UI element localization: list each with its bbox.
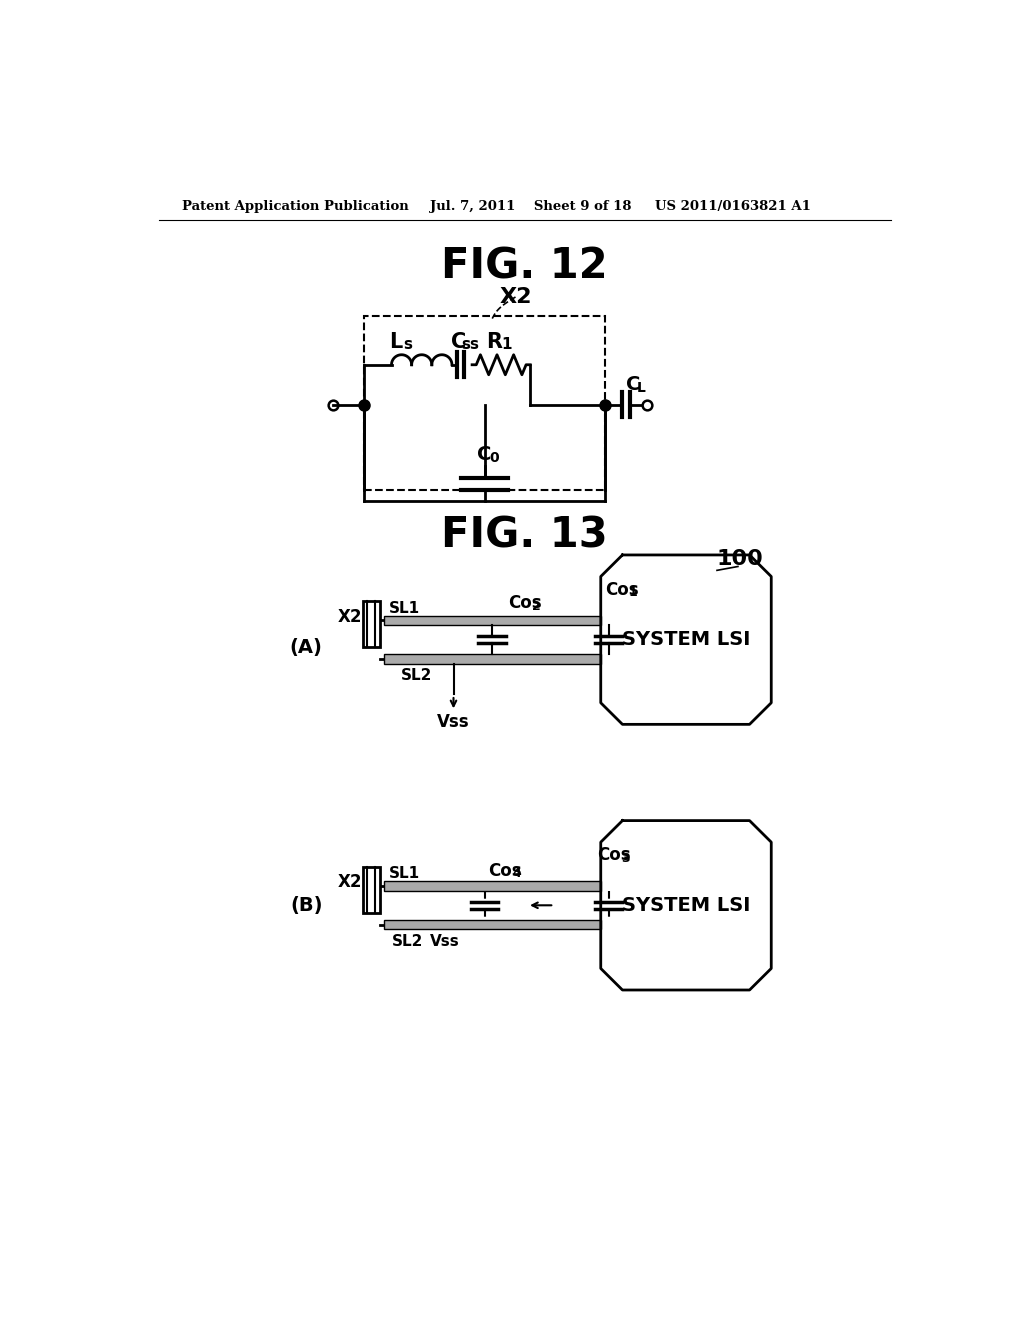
Text: Cos: Cos xyxy=(488,862,522,879)
Text: X2: X2 xyxy=(338,607,362,626)
Text: (A): (A) xyxy=(290,638,323,657)
Text: 1: 1 xyxy=(629,586,637,599)
Text: (B): (B) xyxy=(290,896,323,915)
Text: SL2: SL2 xyxy=(391,935,423,949)
Text: C: C xyxy=(626,375,640,395)
Text: SYSTEM LSI: SYSTEM LSI xyxy=(622,630,751,649)
Text: L: L xyxy=(389,331,402,351)
Text: s: s xyxy=(403,337,413,352)
Bar xyxy=(384,655,601,664)
Text: X2: X2 xyxy=(500,286,531,308)
Text: FIG. 13: FIG. 13 xyxy=(441,515,608,557)
Text: C: C xyxy=(451,331,466,351)
Text: X2: X2 xyxy=(338,874,362,891)
Text: SYSTEM LSI: SYSTEM LSI xyxy=(622,896,751,915)
Polygon shape xyxy=(601,821,771,990)
Text: SL1: SL1 xyxy=(389,601,420,615)
Bar xyxy=(384,615,601,626)
Text: 100: 100 xyxy=(717,549,764,569)
Text: 3: 3 xyxy=(621,851,630,865)
Bar xyxy=(384,882,601,891)
Text: R: R xyxy=(485,331,502,351)
Text: ss: ss xyxy=(462,337,479,352)
Text: Jul. 7, 2011    Sheet 9 of 18: Jul. 7, 2011 Sheet 9 of 18 xyxy=(430,199,632,213)
Text: SL1: SL1 xyxy=(389,866,420,882)
Text: Cos: Cos xyxy=(508,594,542,612)
Text: US 2011/0163821 A1: US 2011/0163821 A1 xyxy=(655,199,811,213)
Text: C: C xyxy=(477,445,492,465)
Text: Cos: Cos xyxy=(597,846,631,865)
Bar xyxy=(384,920,601,929)
Text: Vss: Vss xyxy=(430,935,460,949)
Text: 1: 1 xyxy=(501,337,511,352)
Polygon shape xyxy=(601,554,771,725)
Text: 0: 0 xyxy=(489,451,500,465)
Text: Patent Application Publication: Patent Application Publication xyxy=(182,199,409,213)
Bar xyxy=(362,867,380,913)
FancyBboxPatch shape xyxy=(365,317,604,490)
Text: L: L xyxy=(637,381,646,395)
Text: SL2: SL2 xyxy=(400,668,432,684)
Text: 2: 2 xyxy=(531,601,541,612)
Text: 4: 4 xyxy=(512,867,521,880)
Bar xyxy=(362,601,380,647)
Text: FIG. 12: FIG. 12 xyxy=(441,246,608,288)
Text: Vss: Vss xyxy=(437,713,470,731)
Text: Cos: Cos xyxy=(604,581,638,598)
